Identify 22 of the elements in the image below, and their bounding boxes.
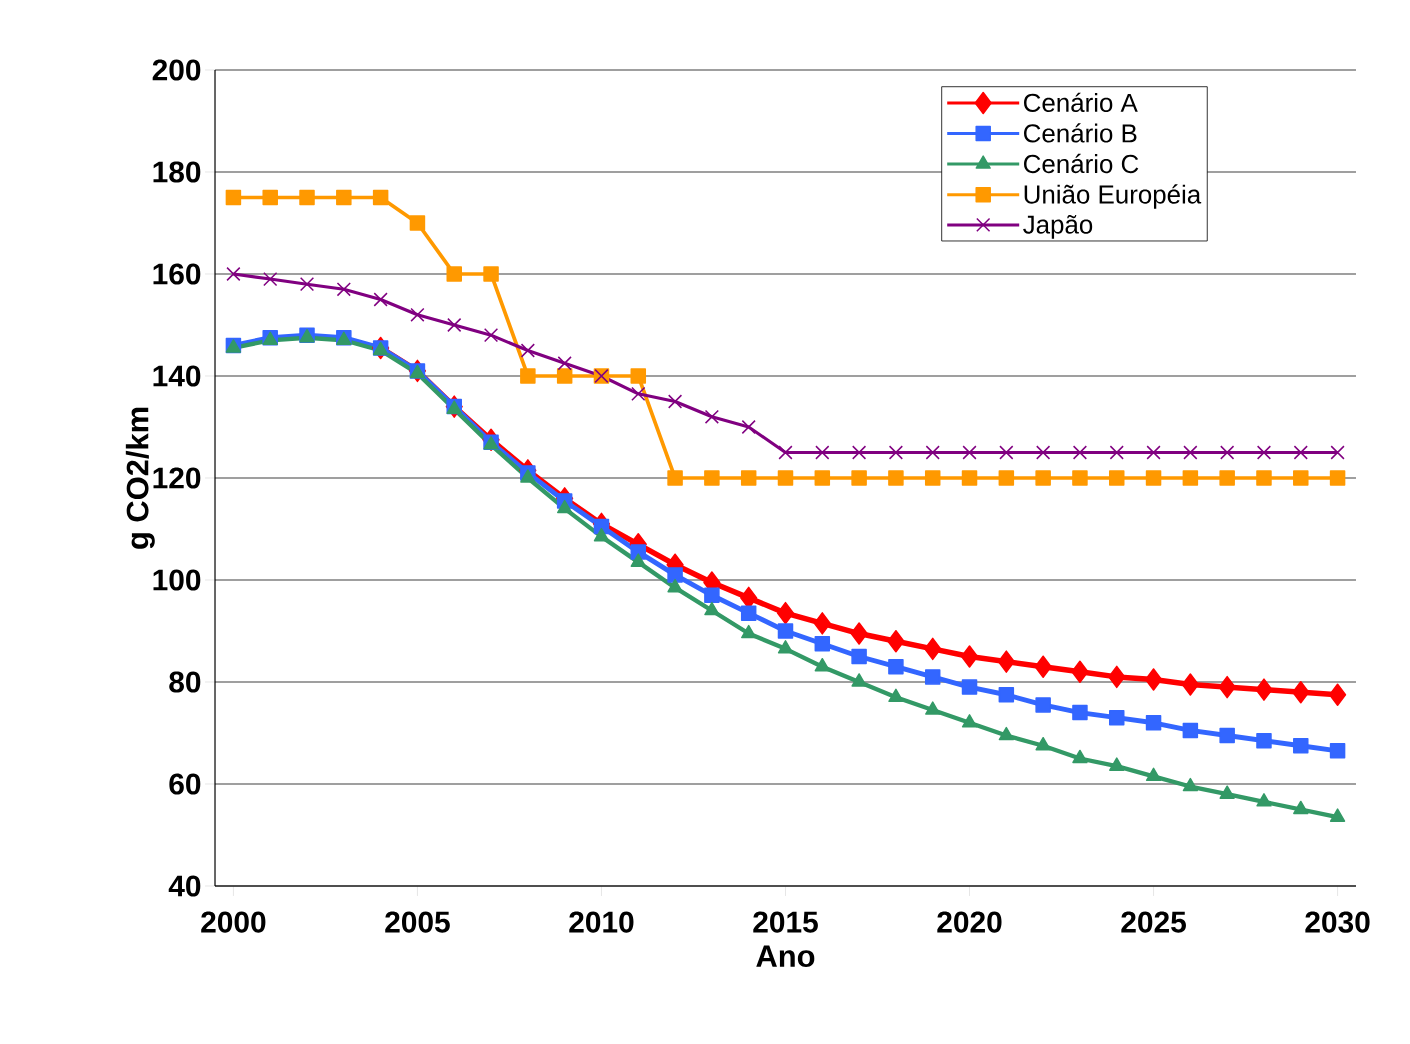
y-tick-label: 60 (169, 773, 201, 795)
x-axis-title: Ano (756, 945, 815, 968)
legend-label: Cenário A (1024, 92, 1138, 113)
x-tick-label: 2005 (385, 911, 450, 933)
x-tick-label: 2020 (937, 911, 1002, 933)
legend-label: Japão (1023, 214, 1093, 239)
y-tick-label: 40 (168, 875, 201, 897)
y-tick-label: 180 (153, 161, 201, 183)
x-tick-label: 2000 (201, 911, 266, 933)
x-tick-label: 2010 (569, 911, 634, 933)
y-tick-label: 160 (153, 263, 201, 285)
legend-label: Cenário B (1024, 123, 1137, 143)
y-tick-label: 120 (153, 467, 201, 489)
y-tick-label: 200 (152, 59, 201, 81)
y-tick-label: 100 (153, 569, 201, 591)
y-tick-label: 140 (153, 365, 201, 387)
legend-label: União Européia (1024, 184, 1202, 209)
y-tick-label: 80 (169, 671, 201, 693)
x-tick-label: 2030 (1305, 911, 1370, 933)
legend-label: Cenário C (1024, 153, 1139, 174)
x-tick-label: 2015 (753, 911, 818, 933)
x-tick-label: 2025 (1121, 911, 1186, 933)
